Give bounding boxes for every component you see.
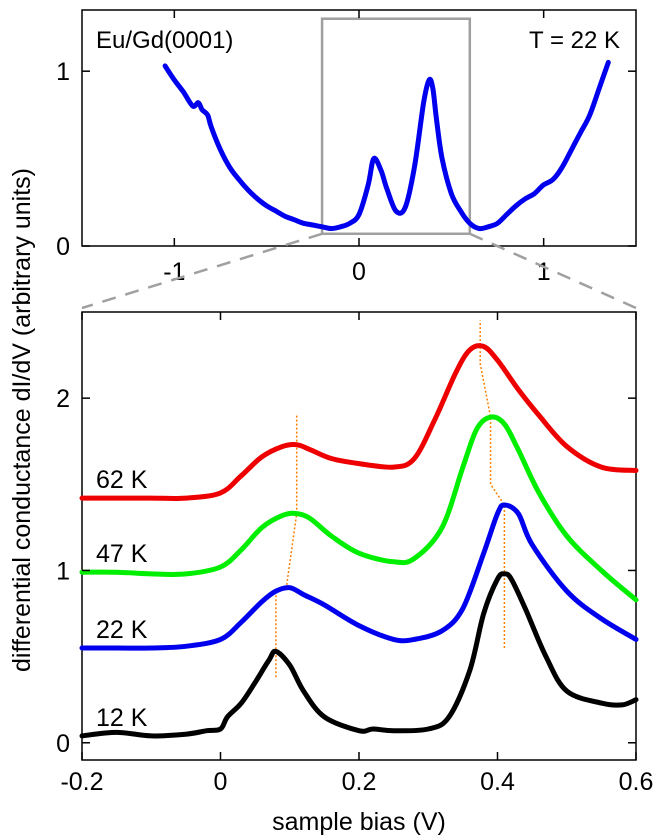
zoom-box bbox=[320, 17, 472, 236]
zoom-connector-left bbox=[81, 232, 323, 310]
series-label: 47 K bbox=[96, 540, 148, 568]
annotation-temperature: T = 22 K bbox=[529, 27, 620, 54]
top-x-tick-label: 1 bbox=[537, 258, 551, 286]
series-label: 12 K bbox=[96, 704, 148, 732]
bottom-x-tick-label: 0.6 bbox=[619, 768, 654, 796]
bottom-x-tick-label: -0.2 bbox=[60, 768, 103, 796]
bottom-x-tick-label: 0.4 bbox=[480, 768, 515, 796]
top-series-line bbox=[162, 59, 611, 232]
top-panel: -1 0 1 0 1 Eu/Gd(0001) T = 22 K bbox=[56, 9, 637, 286]
bottom-x-tick-label: 0 bbox=[214, 768, 228, 796]
top-y-tick-label: 1 bbox=[56, 58, 70, 86]
series-label: 22 K bbox=[96, 616, 148, 644]
top-x-tick-label: -1 bbox=[163, 258, 185, 286]
series-line-22k bbox=[79, 502, 639, 651]
x-axis-title: sample bias (V) bbox=[272, 808, 446, 836]
peak-guide-line bbox=[275, 415, 298, 678]
series-line-62k bbox=[79, 343, 639, 501]
y-axis-title: differential conductance dI/dV (arbitrar… bbox=[8, 168, 36, 672]
bottom-panel: 12 K 22 K 47 K 62 K -0.2 0 0.2 0.4 0.6 0 1 2 sample … bbox=[8, 168, 653, 836]
bottom-y-tick-label: 0 bbox=[56, 730, 70, 758]
zoom-connectors bbox=[81, 232, 637, 310]
series-label: 62 K bbox=[96, 466, 148, 494]
bottom-axes-frame bbox=[81, 311, 637, 761]
series-line-47k bbox=[79, 414, 639, 603]
top-x-tick-label: 0 bbox=[352, 258, 366, 286]
peak-guide-line bbox=[479, 320, 506, 648]
annotation-sample: Eu/Gd(0001) bbox=[96, 27, 233, 54]
top-y-tick-label: 0 bbox=[56, 233, 70, 261]
bottom-y-tick-label: 2 bbox=[56, 385, 70, 413]
bottom-x-tick-label: 0.2 bbox=[342, 768, 377, 796]
series-line-12k bbox=[79, 571, 639, 739]
zoom-connector-right bbox=[469, 232, 637, 310]
bottom-y-tick-label: 1 bbox=[56, 557, 70, 585]
